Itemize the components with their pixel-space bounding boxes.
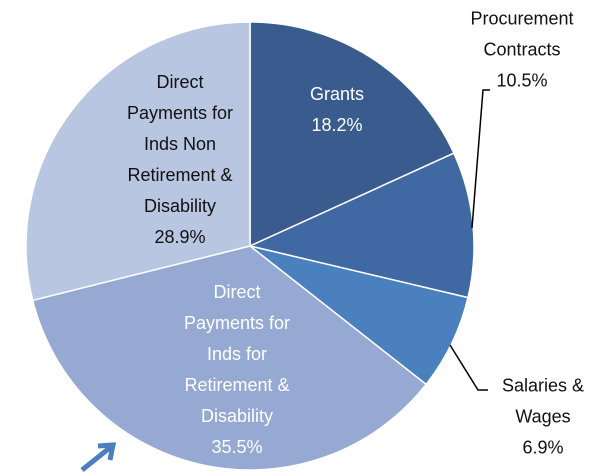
- slice-label: Direct Payments for Inds Non Retirement …: [120, 67, 240, 253]
- slice-label: Salaries & Wages 6.9%: [493, 371, 593, 464]
- value-label: 10.5%: [496, 70, 548, 91]
- value-label: 6.9%: [522, 437, 564, 458]
- arrow-decoration: [80, 442, 117, 472]
- category-label: Procurement Contracts: [470, 8, 574, 60]
- leader-line: [471, 89, 490, 229]
- leader-line: [449, 344, 488, 391]
- pie-slice: [25, 21, 251, 302]
- category-label: Direct Payments for Inds Non Retirement …: [126, 72, 234, 216]
- slice-label: Grants 18.2%: [277, 79, 397, 141]
- category-label: Direct Payments for Inds for Retirement …: [183, 282, 291, 426]
- slice-label: Direct Payments for Inds for Retirement …: [177, 277, 297, 463]
- category-label: Grants: [309, 84, 365, 104]
- value-label: 35.5%: [211, 437, 263, 457]
- pie-slice: [31, 245, 428, 471]
- value-label: 28.9%: [154, 227, 206, 247]
- category-label: Salaries & Wages: [501, 375, 585, 427]
- value-label: 18.2%: [311, 115, 363, 135]
- pie-slice: [249, 21, 455, 248]
- slice-label: Procurement Contracts 10.5%: [457, 4, 587, 97]
